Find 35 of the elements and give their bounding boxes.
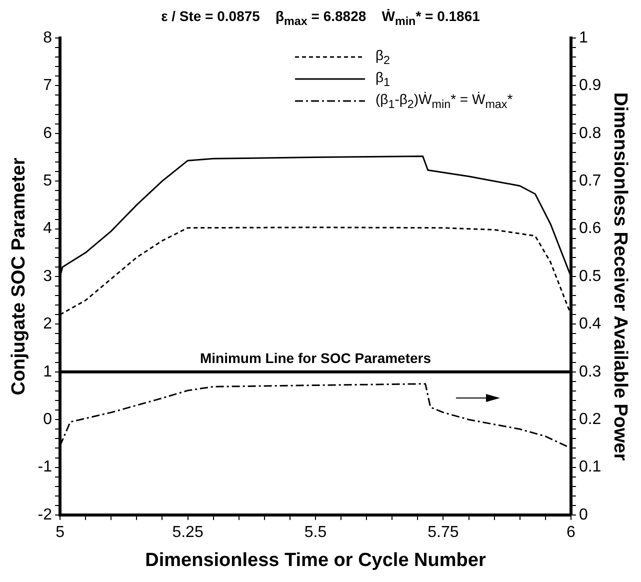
y2-tick-label: 0.9 [578,77,602,94]
y-tick-label: 4 [43,220,52,238]
y2-tick-label: 0.8 [578,124,602,142]
y2-tick-label: 0.5 [578,268,602,285]
y2-axis-title: Dimensionless Receiver Available Power [609,92,630,462]
y-tick-label: 1 [43,363,52,380]
text: (β$_{1}$-β$_{2}$)Ẇ$_{min}$* = Ẇ$_{max}$* [375,91,513,111]
x-tick-label: 5 [56,524,65,542]
y2-tick-label: 0 [578,506,588,524]
y2-tick-label: 0.3 [578,363,602,380]
y-axis-title: Conjugate SOC Parameter [8,157,30,396]
legend-label: β$_{1}$ [375,69,390,89]
x-axis-title: Dimensionless Time or Cycle Number [145,550,486,571]
y2-tick-label: 0.2 [578,411,602,428]
y-tick-label: 2 [43,316,52,333]
y-tick-label: 5 [43,172,52,190]
ref-line-label: Minimum Line for SOC Parameters [200,350,432,366]
y-tick-label: -2 [38,506,52,524]
chart-title: ε / Ste = 0.0875 β$_{max}$ = 6.8828 Ẇ$_{min}$* = 0.1861 [160,8,481,28]
y2-tick-label: 0.6 [578,220,602,238]
y-tick-label: -1 [38,458,52,476]
x-tick-label: 5.75 [428,524,459,542]
y2-tick-label: 0.7 [578,172,602,190]
y-tick-label: 6 [43,124,52,142]
x-tick-label: 5.5 [304,524,327,542]
legend-label: β$_{2}$ [375,47,390,67]
y2-tick-label: 1 [578,29,588,46]
y-tick-label: 0 [43,411,52,428]
y2-tick-label: 0.1 [578,458,602,476]
y-tick-label: 3 [43,268,52,285]
x-tick-label: 5.25 [172,524,204,542]
y2-tick-label: 0.4 [578,316,602,333]
x-tick-label: 6 [566,524,576,542]
y-tick-label: 8 [43,29,52,46]
y-tick-label: 7 [43,77,52,94]
